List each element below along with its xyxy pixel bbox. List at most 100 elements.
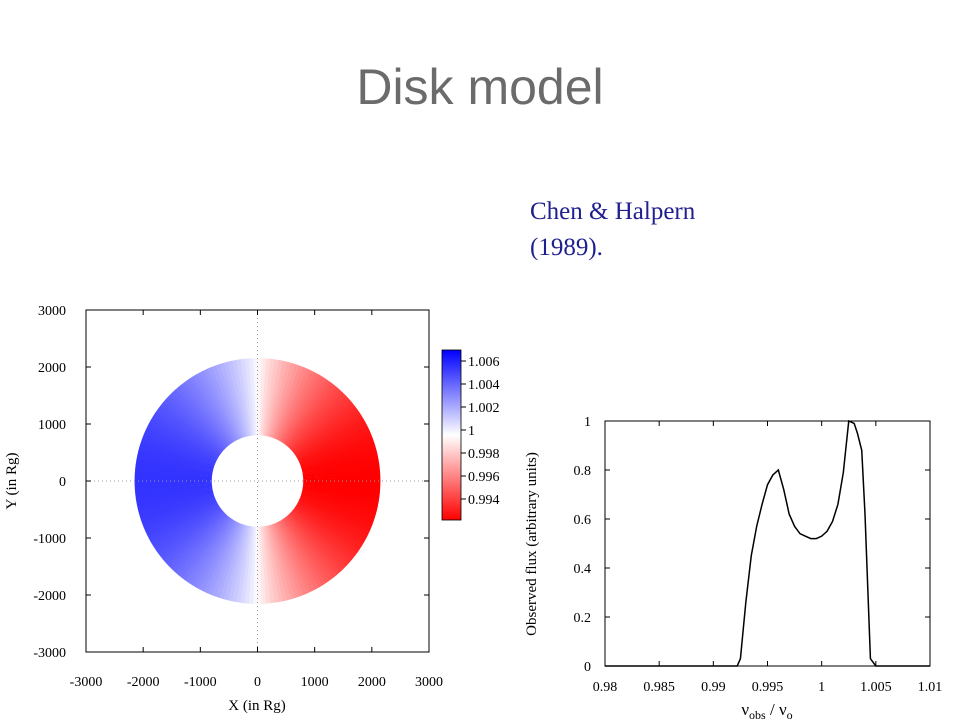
disk-wedge xyxy=(140,495,215,524)
disk-wedge xyxy=(199,370,238,441)
disk-chart: -3000 -2000 -1000 0 1000 2000 3000 3000 2000 1000… xyxy=(4,304,500,714)
flux-y-tick-label: 0.4 xyxy=(574,562,592,577)
disk-wedge xyxy=(136,488,213,508)
disk-wedge xyxy=(299,430,372,464)
disk-wedge xyxy=(303,476,381,481)
colorbar-label: 0.994 xyxy=(468,493,500,508)
disk-wedge xyxy=(215,523,244,599)
disk-x-tick-label: 2000 xyxy=(358,675,386,690)
disk-wedge xyxy=(139,493,215,520)
disk-wedge xyxy=(296,415,364,459)
flux-y-tick-label: 1 xyxy=(584,415,591,430)
disk-wedge xyxy=(293,507,358,557)
disk-wedge xyxy=(165,395,225,451)
flux-series-line xyxy=(605,419,930,667)
disk-wedge xyxy=(248,526,257,604)
citation-line-2: (1989). xyxy=(530,234,603,261)
disk-wedge xyxy=(184,379,232,445)
disk-wedge xyxy=(146,423,218,462)
disk-wedge xyxy=(303,480,381,486)
disk-wedge xyxy=(227,360,248,437)
disk-wedge xyxy=(280,519,324,588)
disk-wedge xyxy=(219,524,246,600)
disk-wedge xyxy=(280,374,323,443)
disk-x-tick-label: -1000 xyxy=(184,675,217,690)
disk-wedge xyxy=(301,446,377,470)
disk-wedge xyxy=(191,374,235,443)
disk-wedge xyxy=(148,419,218,460)
disk-wedge xyxy=(166,511,225,567)
disk-wedge xyxy=(278,372,319,442)
disk-wedge xyxy=(266,360,288,437)
flux-x-label-sub-o: o xyxy=(787,708,793,720)
disk-wedge xyxy=(300,438,375,467)
disk-wedge xyxy=(284,381,334,445)
disk-wedge xyxy=(262,358,275,436)
citation: Chen & Halpern (1989). xyxy=(530,194,790,266)
disk-y-axis-label: Y (in Rg) xyxy=(4,453,20,510)
disk-wedge xyxy=(211,365,242,439)
disk-wedge xyxy=(151,503,219,547)
disk-wedge xyxy=(265,359,284,437)
disk-wedge xyxy=(297,422,368,461)
disk-wedge xyxy=(240,526,253,604)
disk-wedge xyxy=(300,493,376,519)
flux-x-label-nu: ν xyxy=(741,700,749,719)
disk-wedge xyxy=(252,358,258,436)
disk-wedge xyxy=(297,419,367,460)
disk-wedge xyxy=(145,427,217,463)
disk-wedge xyxy=(188,376,234,444)
disk-wedge xyxy=(294,506,360,554)
disk-wedge xyxy=(273,523,304,597)
disk-wedge xyxy=(185,518,233,584)
disk-wedge xyxy=(286,386,340,448)
disk-wedge xyxy=(275,368,312,440)
disk-wedge xyxy=(268,361,292,438)
disk-wedge xyxy=(181,381,231,446)
disk-wedge xyxy=(268,524,292,601)
disk-wedge xyxy=(292,509,355,560)
disk-wedge xyxy=(281,518,327,586)
colorbar-label: 0.998 xyxy=(468,447,500,462)
disk-y-tick-label: 2000 xyxy=(38,361,66,376)
flux-x-tick-label: 0.995 xyxy=(752,680,784,695)
disk-wedge xyxy=(147,501,218,540)
disk-wedge xyxy=(153,412,220,457)
flux-plot-frame xyxy=(604,420,931,667)
disk-wedge xyxy=(300,442,376,469)
disk-wedge xyxy=(143,498,216,532)
disk-wedge xyxy=(223,524,247,601)
flux-x-label-sep: / ν xyxy=(766,700,787,719)
disk-wedge xyxy=(292,401,355,453)
disk-wedge xyxy=(168,392,226,450)
disk-wedge xyxy=(294,408,360,456)
disk-wedge xyxy=(150,415,219,459)
colorbar-label: 1.004 xyxy=(468,378,500,393)
disk-wedge xyxy=(135,459,213,475)
disk-wedge xyxy=(286,514,341,576)
disk-wedge xyxy=(223,361,247,438)
disk-wedge xyxy=(137,490,214,512)
flux-ticks: 0.98 0.985 0.99 0.995 1 1.005 1.01 1 0.8 0.6 0.4 0.… xyxy=(574,415,943,695)
disk-wedge xyxy=(287,389,343,449)
disk-wedge xyxy=(163,398,224,452)
disk-wedge xyxy=(236,526,252,603)
disk-x-tick-label: 0 xyxy=(254,675,261,690)
disk-wedge xyxy=(282,378,330,444)
disk-wedge xyxy=(295,411,362,457)
disk-wedge xyxy=(281,376,327,444)
disk-wedge xyxy=(134,484,213,495)
disk-wedge xyxy=(293,404,357,455)
disk-wedge xyxy=(239,358,253,436)
disk-wedge xyxy=(271,363,300,439)
disk-wedge xyxy=(299,497,372,531)
disk-wedge xyxy=(259,526,267,604)
disk-wedge xyxy=(260,358,271,436)
disk-wedge xyxy=(231,359,250,437)
disk-wedge xyxy=(298,426,370,463)
disk-wedge xyxy=(277,521,316,592)
disk-wedge xyxy=(290,395,349,451)
disk-wedge xyxy=(135,487,213,503)
disk-wedge xyxy=(169,512,226,570)
disk-wedge xyxy=(134,481,212,486)
